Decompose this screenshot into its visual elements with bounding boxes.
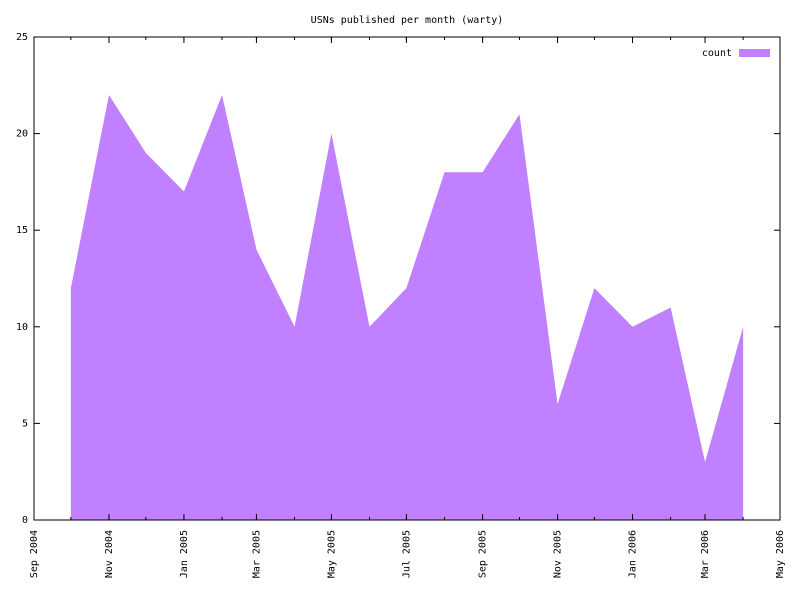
chart-title: USNs published per month (warty) (311, 15, 504, 26)
y-tick-label: 25 (16, 32, 28, 43)
x-tick-label: Jul 2005 (401, 530, 412, 578)
legend-label: count (702, 48, 732, 59)
x-tick-label: Jan 2006 (628, 530, 639, 578)
x-tick-label: Nov 2004 (104, 530, 115, 578)
x-tick-label: Nov 2005 (553, 530, 564, 578)
y-tick-label: 20 (16, 129, 28, 140)
x-tick-label: Sep 2004 (29, 530, 40, 578)
y-tick-label: 5 (22, 418, 28, 429)
x-tick-label: May 2005 (326, 530, 337, 578)
y-tick-label: 0 (22, 515, 28, 526)
y-tick-label: 10 (16, 322, 28, 333)
x-tick-label: Jan 2005 (179, 530, 190, 578)
legend-swatch (739, 49, 770, 57)
x-tick-label: Sep 2005 (478, 530, 489, 578)
x-tick-label: Mar 2006 (700, 530, 711, 578)
x-tick-label: Mar 2005 (251, 530, 262, 578)
x-tick-label: May 2006 (775, 530, 786, 578)
y-tick-label: 15 (16, 225, 28, 236)
plot-frame (33, 36, 781, 521)
area (70, 94, 744, 521)
